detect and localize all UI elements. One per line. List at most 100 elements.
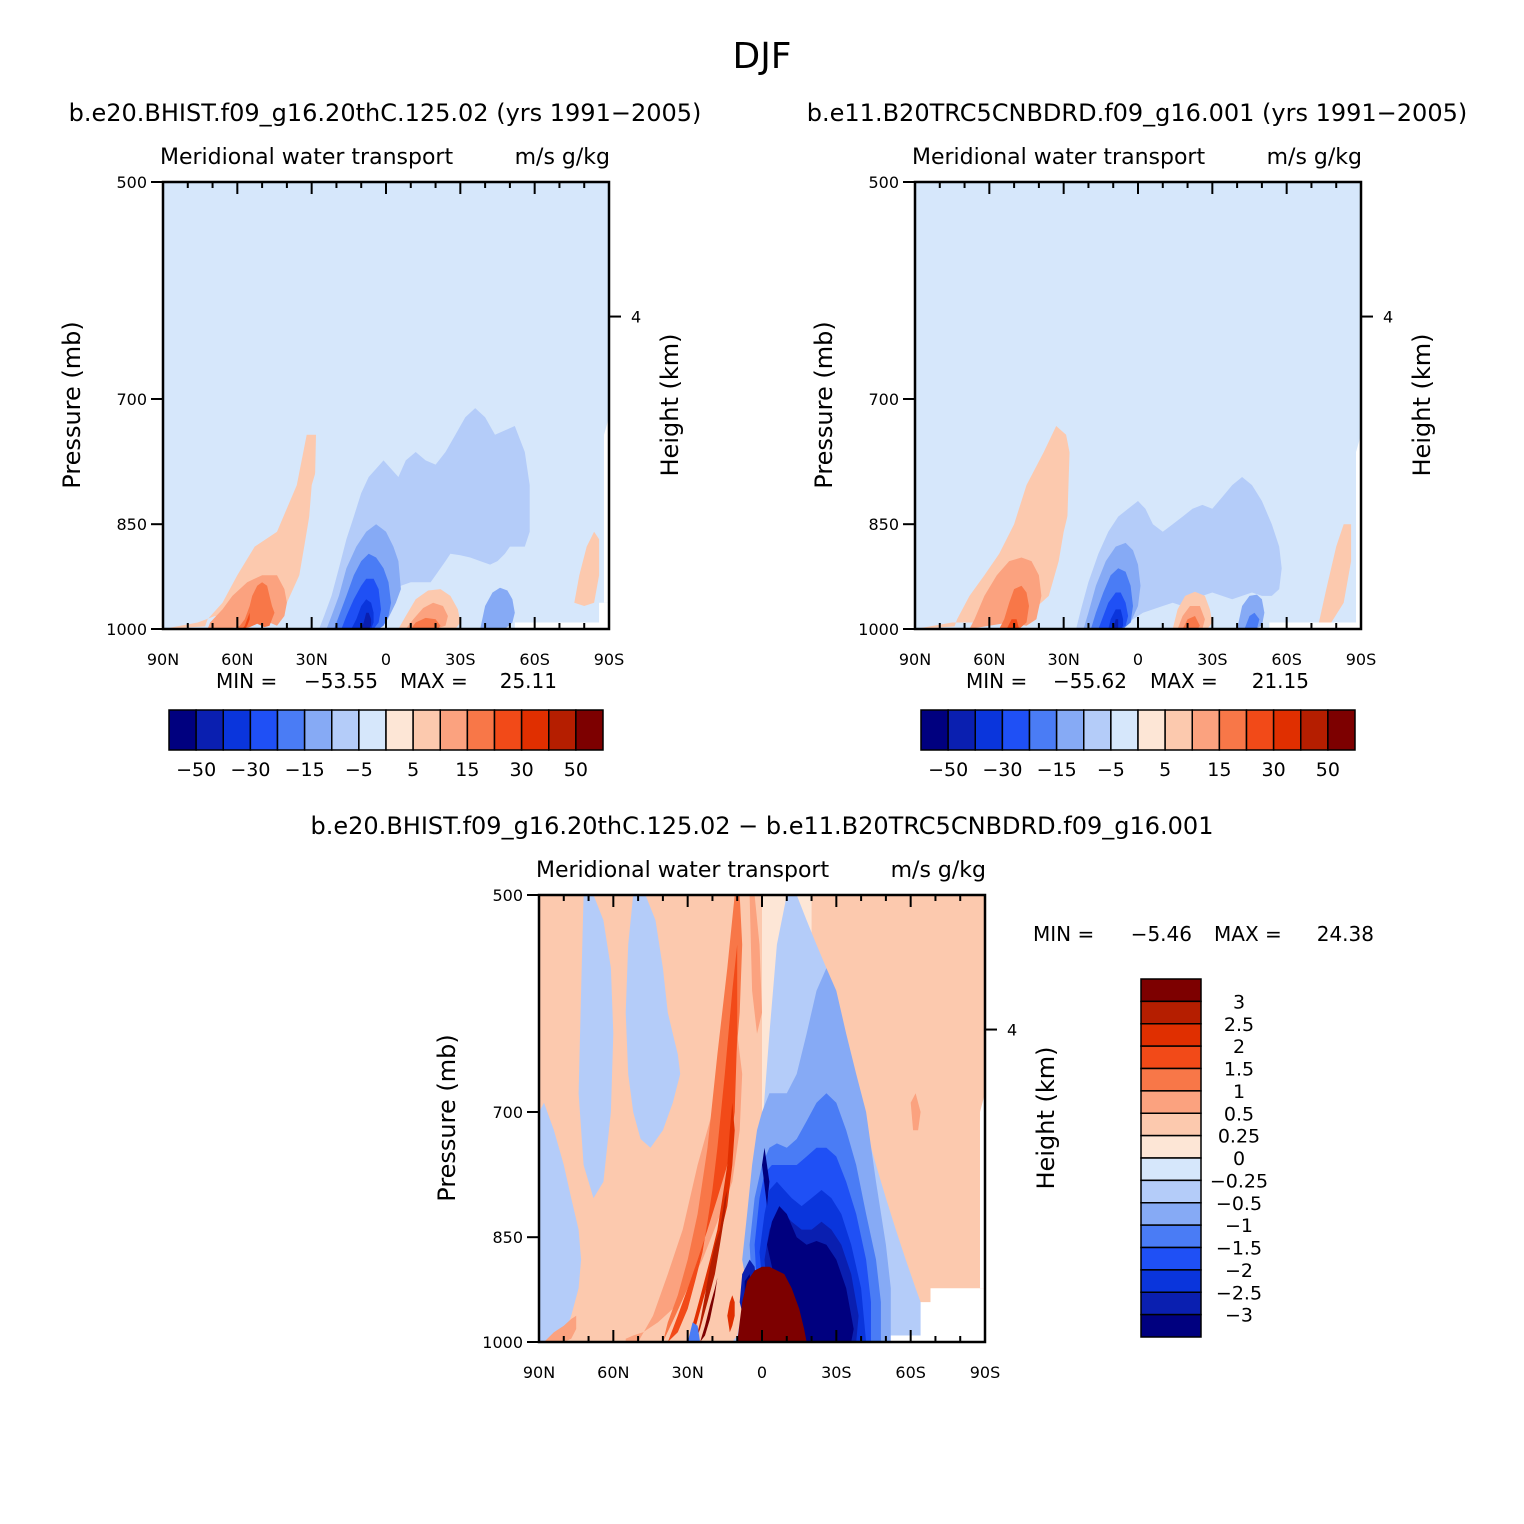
colorbar-label: 3 bbox=[1233, 991, 1245, 1013]
x-tick-label: 60S bbox=[895, 1363, 926, 1382]
y-tick-label: 500 bbox=[116, 173, 147, 192]
colorbar-swatch bbox=[1140, 978, 1202, 1003]
colorbar-label: 30 bbox=[1262, 759, 1286, 781]
contour-region-20 bbox=[242, 612, 250, 629]
min-value: −5.46 bbox=[1131, 922, 1192, 946]
contour-field bbox=[163, 182, 609, 629]
colorbar: 32.521.510.50.250−0.25−0.5−1−1.5−2−2.5−3 bbox=[1140, 978, 1268, 1338]
missing-data-region bbox=[890, 1288, 985, 1342]
colorbar-swatch bbox=[1191, 709, 1221, 751]
contour-region--50 bbox=[361, 612, 372, 629]
stats-readout: MIN = −55.62 MAX = 21.15 bbox=[966, 669, 1309, 693]
colorbar-swatch bbox=[1140, 1179, 1202, 1204]
y-tick-label: 700 bbox=[868, 390, 899, 409]
colorbar-swatch bbox=[1245, 709, 1275, 751]
contour-field bbox=[915, 182, 1361, 629]
colorbar-label: 5 bbox=[407, 759, 419, 781]
contour-region-2 bbox=[727, 1295, 735, 1333]
y-tick-label: 500 bbox=[492, 886, 523, 905]
colorbar-swatch bbox=[493, 709, 523, 751]
colorbar-label: −1.5 bbox=[1216, 1238, 1262, 1260]
missing-data-region bbox=[514, 602, 609, 629]
y-tick-right-label: 4 bbox=[1007, 1021, 1017, 1040]
panel-case-title: b.e20.BHIST.f09_g16.20thC.125.02 (yrs 19… bbox=[69, 99, 702, 127]
colorbar-label: −1 bbox=[1225, 1215, 1253, 1237]
colorbar-label: 5 bbox=[1159, 759, 1171, 781]
min-label: MIN = bbox=[966, 669, 1027, 693]
colorbar-swatch bbox=[1164, 709, 1193, 751]
y-axis-label: Pressure (mb) bbox=[433, 1034, 461, 1201]
colorbar-label: 2.5 bbox=[1224, 1014, 1254, 1036]
colorbar-swatch bbox=[1083, 709, 1112, 751]
contour-plot-area: 90N 60N 30N 0 30S 60S 90S 500 700 850 1000 4 bbox=[106, 173, 641, 669]
colorbar-label: −2.5 bbox=[1216, 1282, 1262, 1304]
x-tick-label: 90N bbox=[147, 650, 179, 669]
y-tick-label: 1000 bbox=[858, 620, 899, 639]
x-tick-label: 60N bbox=[597, 1363, 629, 1382]
colorbar-label: 1.5 bbox=[1224, 1059, 1254, 1081]
colorbar-swatch bbox=[1140, 1134, 1202, 1159]
y-axis-label: Pressure (mb) bbox=[58, 321, 86, 488]
colorbar-swatch bbox=[222, 709, 252, 751]
contour-region-15 bbox=[410, 617, 441, 629]
colorbar-label: −50 bbox=[176, 759, 216, 781]
max-value: 24.38 bbox=[1317, 922, 1374, 946]
max-label: MAX = bbox=[1150, 669, 1218, 693]
y-axis-label-right: Height (km) bbox=[1408, 334, 1436, 477]
colorbar-label: 15 bbox=[455, 759, 479, 781]
colorbar-swatch bbox=[1001, 709, 1031, 751]
missing-data-region bbox=[1269, 622, 1361, 629]
contour-region--0_25 bbox=[539, 1102, 582, 1342]
max-value: 21.15 bbox=[1252, 669, 1309, 693]
colorbar-swatch bbox=[520, 709, 550, 751]
colorbar-swatch bbox=[303, 709, 333, 751]
units-title: m/s g/kg bbox=[1267, 145, 1362, 170]
colorbar-swatch bbox=[249, 709, 279, 751]
x-tick-label: 90N bbox=[523, 1363, 555, 1382]
colorbar-swatch bbox=[1140, 1157, 1202, 1182]
colorbar-label: −15 bbox=[1037, 759, 1077, 781]
y-tick-label: 1000 bbox=[106, 620, 147, 639]
contour-region--50 bbox=[1113, 619, 1119, 629]
colorbar-label: 0.5 bbox=[1224, 1103, 1254, 1125]
colorbar-swatch bbox=[1140, 1045, 1202, 1070]
contour-region-2_5 bbox=[695, 1190, 728, 1342]
colorbar-swatch bbox=[575, 709, 604, 751]
y-tick-right-label: 4 bbox=[1383, 308, 1393, 327]
y-tick-label: 850 bbox=[868, 515, 899, 534]
contour-region-15 bbox=[232, 582, 275, 629]
colorbar-label: 1 bbox=[1233, 1081, 1245, 1103]
y-axis-label-right: Height (km) bbox=[1032, 1047, 1060, 1190]
colorbar-swatch bbox=[1140, 1269, 1202, 1293]
x-tick-label: 30S bbox=[445, 650, 476, 669]
colorbar-swatch bbox=[1140, 1023, 1202, 1047]
contour-region--3 bbox=[762, 1147, 770, 1207]
colorbar-swatch bbox=[466, 709, 496, 751]
units-title: m/s g/kg bbox=[891, 858, 986, 883]
y-tick-label: 1000 bbox=[482, 1333, 523, 1352]
colorbar-swatch bbox=[974, 709, 1004, 751]
colorbar-label: −0.5 bbox=[1216, 1193, 1262, 1215]
x-tick-label: 90S bbox=[1346, 650, 1377, 669]
colorbar-swatch bbox=[1327, 709, 1356, 751]
colorbar-swatch bbox=[1218, 709, 1248, 751]
colorbar-label: 15 bbox=[1207, 759, 1231, 781]
colorbar-swatch bbox=[1110, 709, 1139, 751]
contour-region-5 bbox=[1318, 524, 1352, 623]
colorbar-label: 30 bbox=[510, 759, 534, 781]
x-tick-label: 60S bbox=[1271, 650, 1302, 669]
colorbar-swatch bbox=[1140, 1291, 1202, 1316]
x-tick-label: 0 bbox=[381, 650, 391, 669]
colorbar-swatch bbox=[1140, 1000, 1202, 1025]
x-tick-label: 0 bbox=[757, 1363, 767, 1382]
min-label: MIN = bbox=[1033, 922, 1094, 946]
panel-difference: b.e20.BHIST.f09_g16.20thC.125.02 − b.e11… bbox=[311, 812, 1374, 1382]
variable-title: Meridional water transport bbox=[160, 145, 453, 170]
y-axis-label: Pressure (mb) bbox=[810, 321, 838, 488]
contour-plot-area: 90N 60N 30N 0 30S 60S 90S 500 700 850 1000 4 bbox=[858, 173, 1393, 669]
colorbar-swatch bbox=[1055, 709, 1085, 751]
colorbar-swatch bbox=[920, 709, 949, 751]
colorbar-label: −30 bbox=[982, 759, 1022, 781]
x-tick-label: 90S bbox=[594, 650, 625, 669]
colorbar-swatch bbox=[1140, 1202, 1202, 1226]
